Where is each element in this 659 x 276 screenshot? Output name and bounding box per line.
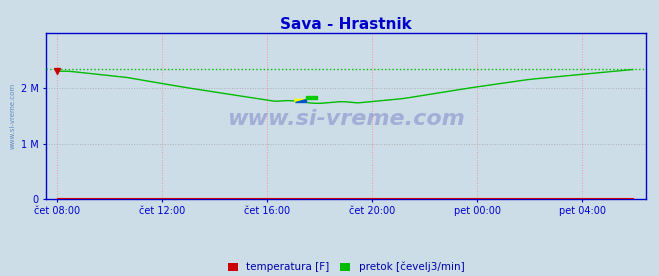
Text: www.si-vreme.com: www.si-vreme.com (10, 83, 16, 149)
Legend: temperatura [F], pretok [čevelj3/min]: temperatura [F], pretok [čevelj3/min] (223, 258, 469, 276)
Polygon shape (306, 96, 316, 99)
Polygon shape (295, 99, 306, 102)
Polygon shape (295, 99, 306, 102)
Text: www.si-vreme.com: www.si-vreme.com (227, 109, 465, 129)
Title: Sava - Hrastnik: Sava - Hrastnik (280, 17, 412, 32)
